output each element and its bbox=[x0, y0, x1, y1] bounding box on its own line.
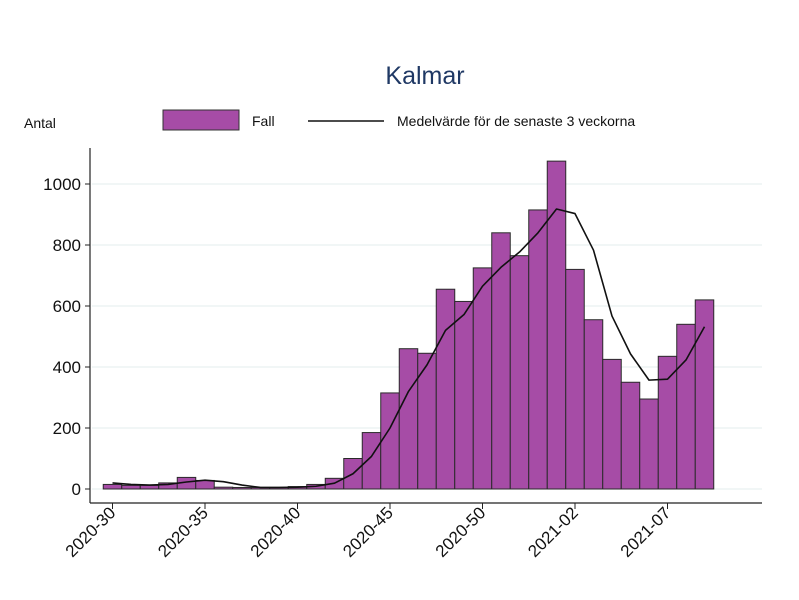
y-tick-label-5: 1000 bbox=[43, 175, 81, 194]
x-tick-label-0: 2020-30 bbox=[62, 503, 120, 561]
bar-2020-32 bbox=[139, 484, 160, 490]
bar-2020-51 bbox=[491, 232, 511, 490]
bar-2020-49 bbox=[454, 300, 474, 490]
bar-2021-05 bbox=[620, 381, 641, 490]
y-tick-label-2: 400 bbox=[53, 358, 81, 377]
bar-2021-04 bbox=[602, 358, 622, 490]
bar-2020-44 bbox=[361, 432, 382, 490]
bar-2020-53 bbox=[528, 209, 548, 490]
x-tick-label-6: 2021-07 bbox=[617, 503, 675, 561]
axes bbox=[89, 148, 762, 504]
bar-2021-07 bbox=[657, 355, 678, 490]
bar-2020-30 bbox=[102, 483, 123, 490]
x-tick-label-1: 2020-35 bbox=[154, 503, 212, 561]
bar-2020-45 bbox=[380, 392, 400, 490]
bar-2021-09 bbox=[694, 299, 715, 490]
chart-title: Kalmar bbox=[385, 62, 464, 90]
y-tick-label-1: 200 bbox=[53, 419, 81, 438]
legend-label-mean: Medelvärde för de senaste 3 veckorna bbox=[397, 113, 635, 129]
bar-2020-37 bbox=[232, 486, 252, 490]
bar-2020-52 bbox=[509, 255, 530, 490]
bar-2020-50 bbox=[472, 267, 493, 490]
x-tick-label-5: 2021-02 bbox=[524, 503, 582, 561]
bars bbox=[102, 160, 715, 490]
legend-label-bars: Fall bbox=[252, 113, 275, 129]
bar-2021-06 bbox=[639, 398, 659, 490]
x-tick-label-4: 2020-50 bbox=[432, 503, 490, 561]
y-tick-label-0: 0 bbox=[72, 480, 81, 499]
y-axis-label: Antal bbox=[24, 115, 56, 131]
x-ticks: 2020-30 2020-35 2020-40 2020-45 2020-50 2021-… bbox=[62, 503, 675, 561]
mean-line-layer bbox=[112, 208, 706, 489]
bar-2020-35 bbox=[195, 479, 215, 490]
y-ticks: 0 200 400 600 800 1000 bbox=[43, 175, 90, 499]
bar-2021-02 bbox=[565, 268, 585, 490]
legend: Fall Medelvärde för de senaste 3 veckorn… bbox=[162, 109, 635, 131]
legend-swatch-bars bbox=[162, 109, 240, 131]
bar-2020-46 bbox=[398, 348, 419, 490]
mean-line bbox=[112, 208, 706, 489]
bar-2020-31 bbox=[121, 484, 141, 490]
x-tick-label-3: 2020-45 bbox=[339, 503, 397, 561]
bar-2020-36 bbox=[213, 486, 234, 490]
bar-2020-48 bbox=[435, 288, 456, 490]
y-tick-label-3: 600 bbox=[53, 297, 81, 316]
x-tick-label-2: 2020-40 bbox=[247, 503, 305, 561]
y-tick-label-4: 800 bbox=[53, 236, 81, 255]
bar-2021-03 bbox=[583, 319, 604, 490]
